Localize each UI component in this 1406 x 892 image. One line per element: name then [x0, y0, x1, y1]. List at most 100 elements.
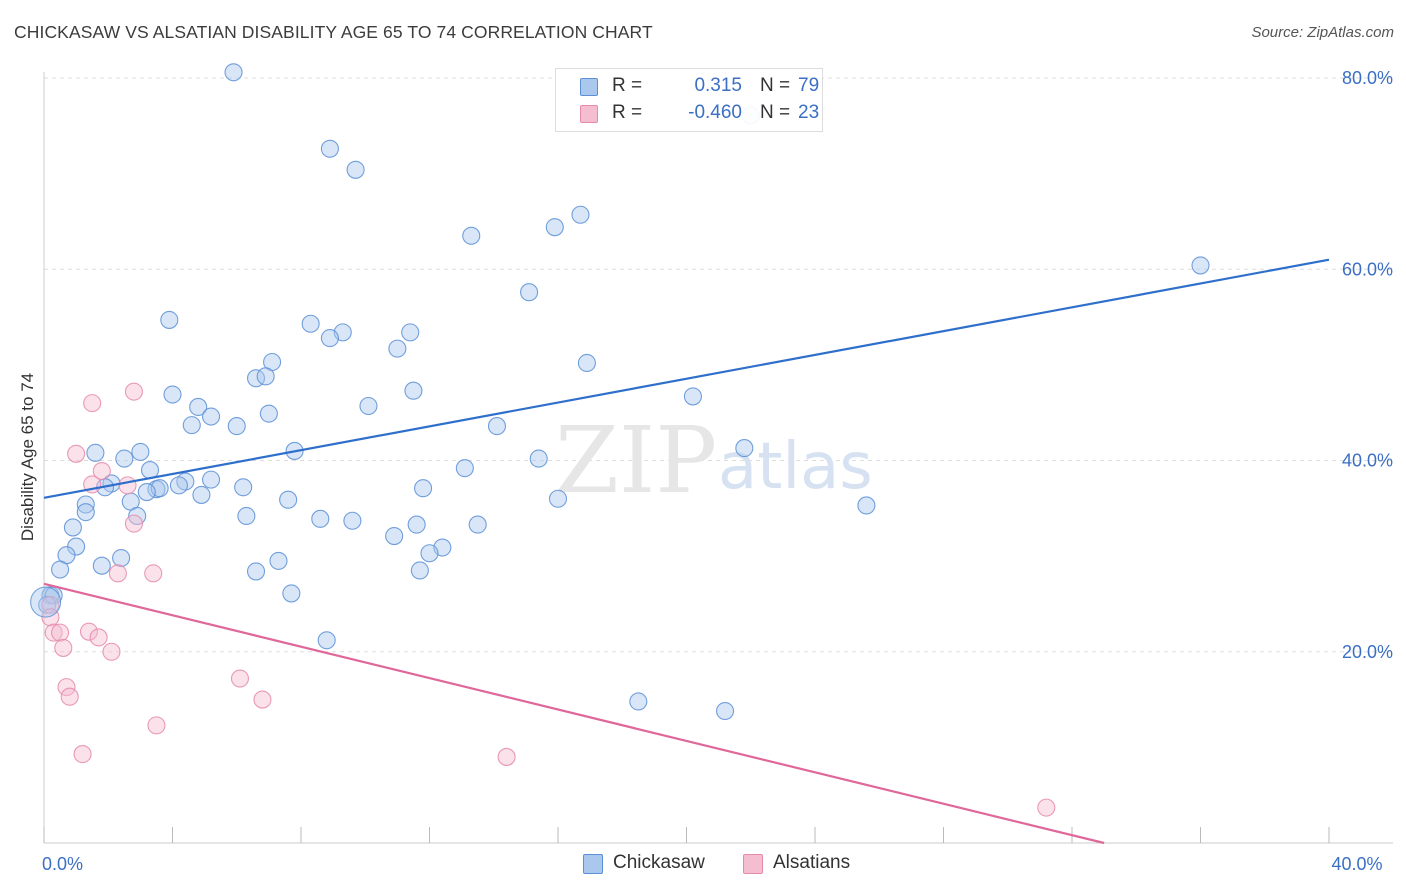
chickasaw-point: [735, 439, 754, 458]
y-tick-label: 80.0%: [1342, 68, 1393, 88]
chickasaw-point: [520, 283, 539, 302]
chickasaw-point: [131, 442, 150, 461]
alsatians-point: [44, 623, 63, 642]
chickasaw-trend-line: [43, 258, 1330, 499]
r-label: R =: [612, 102, 643, 123]
chickasaw-point: [414, 479, 433, 498]
alsatians-point: [60, 687, 79, 706]
chickasaw-point: [388, 339, 407, 358]
alsatians-point: [497, 747, 516, 766]
chickasaw-point: [320, 139, 339, 158]
r-value: 0.315: [694, 75, 742, 96]
chickasaw-point: [571, 205, 590, 224]
chickasaw-point: [246, 562, 266, 581]
alsatians-point: [41, 595, 60, 614]
alsatians-point: [118, 476, 137, 495]
alsatians-point: [108, 564, 127, 583]
chickasaw-point: [76, 503, 95, 522]
alsatians-swatch: [743, 854, 763, 874]
chickasaw-point: [420, 544, 439, 563]
r-label: R =: [612, 75, 643, 96]
chickasaw-point: [410, 561, 429, 580]
chickasaw-point: [407, 515, 426, 534]
alsatians-point: [54, 638, 73, 657]
watermark-zip: ZIP: [555, 407, 717, 514]
chickasaw-point: [86, 443, 105, 462]
chickasaw-point: [455, 459, 474, 478]
chickasaw-point: [63, 518, 82, 537]
chickasaw-point: [317, 631, 336, 650]
axes: [43, 72, 1393, 844]
chickasaw-point: [202, 470, 221, 489]
alsatians-point: [230, 669, 250, 688]
chickasaw-point: [169, 476, 188, 495]
source-credit: Source: ZipAtlas.com: [1251, 24, 1394, 41]
chickasaw-point: [487, 417, 507, 436]
alsatians-point: [79, 622, 99, 641]
stats-legend: R = 0.315 N = 79 R = -0.460 N = 23: [555, 68, 823, 132]
y-tick-label: 60.0%: [1342, 259, 1393, 279]
alsatians-point: [253, 690, 272, 709]
chickasaw-point: [182, 416, 201, 435]
alsatians-swatch: [580, 105, 598, 123]
chickasaw-swatch: [583, 854, 603, 874]
alsatians-point: [92, 461, 111, 481]
alsatians-point: [57, 678, 76, 697]
chickasaw-point: [468, 515, 487, 534]
chickasaw-point: [51, 560, 70, 579]
chickasaw-swatch: [580, 78, 598, 96]
chickasaw-point: [202, 407, 221, 426]
chickasaw-point: [301, 314, 320, 333]
chickasaw-point: [529, 449, 548, 468]
chickasaw-point: [311, 509, 330, 528]
r-value: -0.460: [688, 102, 742, 123]
chickasaw-point: [137, 483, 156, 502]
chickasaw-point: [160, 310, 179, 329]
chickasaw-point: [320, 329, 339, 348]
n-value: 23: [798, 102, 820, 123]
legend-label: Chickasaw: [613, 852, 705, 873]
alsatians-point: [41, 608, 60, 627]
legend-label: Alsatians: [773, 852, 851, 873]
chickasaw-point: [224, 63, 243, 82]
chickasaw-point: [115, 449, 134, 468]
chickasaw-point: [359, 396, 378, 416]
chickasaw-point: [462, 226, 481, 245]
alsatians-point: [124, 514, 143, 533]
alsatians-point: [83, 394, 102, 413]
trend-lines: [43, 258, 1330, 845]
chickasaw-point: [404, 381, 423, 400]
chickasaw-point: [259, 404, 278, 423]
alsatians-point: [102, 642, 121, 661]
chickasaw-point: [346, 160, 365, 179]
chickasaw-point: [401, 323, 420, 342]
chickasaw-point: [548, 489, 568, 508]
alsatians-point: [67, 444, 86, 463]
chickasaw-point: [269, 551, 288, 570]
alsatians-point: [73, 745, 92, 764]
chickasaw-point: [282, 584, 301, 603]
chickasaw-point: [715, 701, 735, 721]
alsatians-point: [147, 716, 166, 735]
chart-title: CHICKASAW VS ALSATIAN DISABILITY AGE 65 …: [14, 22, 653, 42]
y-tick-label: 20.0%: [1342, 642, 1393, 662]
chickasaw-point: [92, 556, 111, 575]
y-axis-label: Disability Age 65 to 74: [18, 373, 37, 541]
alsatians-point: [89, 628, 108, 647]
chickasaw-point: [189, 397, 208, 417]
x-tick-label: 0.0%: [42, 854, 83, 874]
chickasaw-point: [234, 478, 253, 497]
chickasaw-point: [237, 506, 256, 526]
alsatians-point: [124, 382, 143, 401]
chickasaw-point: [1191, 256, 1210, 275]
chickasaw-point: [857, 496, 876, 515]
chickasaw-point: [279, 490, 298, 509]
chickasaw-point: [577, 353, 596, 373]
n-label: N =: [760, 75, 791, 96]
chickasaw-point: [163, 385, 182, 404]
x-tick-label: 40.0%: [1331, 854, 1382, 874]
tick-labels: 20.0% 40.0% 60.0% 80.0% 0.0% 40.0%: [42, 68, 1393, 874]
alsatians-trend-line: [43, 582, 1105, 845]
chickasaw-point: [76, 495, 95, 514]
